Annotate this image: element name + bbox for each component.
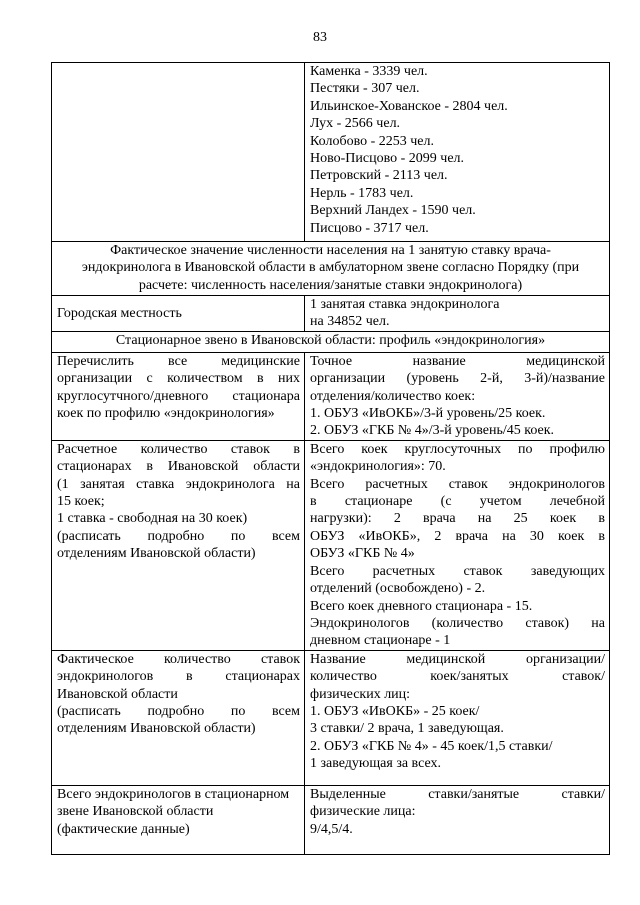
table-row: Стационарное звено в Ивановской области:… [51,330,610,353]
text-line: Выделенные ставки/занятые ставки/ [310,786,605,802]
text-line: круглосутчного/дневного стационара [57,388,300,404]
left-cell: Всего эндокринологов в стационарном звене… [51,784,305,855]
text-line: Всего расчетных ставок эндокринологов [310,476,605,492]
text-line: 15 коек; [57,494,105,510]
left-cell: Перечислить все медицинские организации с… [51,351,305,441]
table-row: Перечислить все медицинские организации с… [51,351,610,441]
text-line: «эндокринология»: 70. [310,459,446,475]
left-cell: Городская местность [51,295,305,332]
text-line: Всего коек круглосуточных по профилю [310,441,605,457]
text-line: 1. ОБУЗ «ИвОКБ» - 25 коек/ [310,704,480,720]
page-number: 83 [313,30,327,45]
left-cell: Фактическое количество ставок эндокриноло… [51,649,305,786]
table-row: Каменка - 3339 чел. Пестяки - 307 чел. Иль… [51,62,610,242]
text-line: Всего расчетных ставок заведующих [310,563,605,579]
text-line: коек по профилю «эндокринология» [57,406,275,422]
table-row: Расчетное количество ставок в стационарах… [51,439,610,651]
text-line: Каменка - 3339 чел. [310,64,428,79]
text-line: 1 занятая ставка эндокринолога [310,297,500,312]
text-line: звене Ивановской области [57,804,214,820]
text-line: (1 занятая ставка эндокринолога на [57,476,300,492]
text-line: Фактическое значение численности населен… [110,243,551,258]
text-line: расчете: численность населения/занятые с… [138,277,523,293]
text-line: 9/4,5/4. [310,821,353,837]
text-line: Писцово - 3717 чел. [310,220,429,236]
text-line: Всего коек дневного стационара - 15. [310,598,533,614]
text-line: на 34852 чел. [310,314,390,330]
text-line: 2. ОБУЗ «ГКБ № 4»/3-й уровень/45 коек. [310,423,555,439]
text-line: (фактические данные) [57,821,190,837]
text-line: Пестяки - 307 чел. [310,81,420,97]
text-line: Ильинское-Хованское - 2804 чел. [310,98,508,114]
text-line: 3 ставки/ 2 врача, 1 заведующая. [310,721,504,737]
table-row: Всего эндокринологов в стационарном звене… [51,784,610,855]
table-row: Фактическое количество ставок эндокриноло… [51,649,610,786]
text-line: (расписать подробно по всем [57,528,300,544]
text-line: организации с количеством в них [57,371,300,387]
text-line: Перечислить все медицинские [57,353,300,369]
text-line: отделений (освобождено) - 2. [310,581,486,597]
text-line: 1 заведующая за всех. [310,756,442,772]
text-line: Петровский - 2113 чел. [310,168,448,184]
text-line: Лух - 2566 чел. [310,116,401,132]
right-cell: Всего коек круглосуточных по профилю «энд… [304,439,610,651]
text-line: Стационарное звено в Ивановской области:… [115,332,546,348]
text-line: Название медицинской организации/ [310,651,605,667]
text-line: в стационаре (с учетом лечебной [310,494,605,510]
text-line: дневном стационаре - 1 [310,633,451,649]
text-line: эндокринолога в Ивановской области в амб… [81,260,580,276]
left-cell [51,62,305,242]
text-line: отделениям Ивановской области) [57,546,256,562]
text-line: Городская местность [57,305,182,321]
text-line: отделения/количество коек: [310,388,476,404]
text-line: эндокринологов в стационарах [57,669,300,685]
right-cell: 1 занятая ставка эндокринолога на 34852 ч… [304,295,610,332]
document-table: Каменка - 3339 чел. Пестяки - 307 чел. Иль… [51,62,610,855]
text-line: Всего эндокринологов в стационарном [57,786,290,802]
text-line: физических лиц: [310,686,411,702]
right-cell: Выделенные ставки/занятые ставки/физичес… [304,784,610,855]
text-line: Точное название медицинской [310,353,605,369]
text-line: отделениям Ивановской области) [57,721,256,737]
text-line: 1. ОБУЗ «ИвОКБ»/3-й уровень/25 коек. [310,406,546,422]
text-line: Эндокринологов (количество ставок) на [310,615,605,631]
right-cell: Каменка - 3339 чел. Пестяки - 307 чел. Иль… [304,62,610,242]
text-line: Колобово - 2253 чел. [310,133,434,149]
text-line: ОБУЗ «ГКБ № 4» [310,546,415,562]
text-line: 2. ОБУЗ «ГКБ № 4» - 45 коек/1,5 ставки/ [310,738,553,754]
text-line: стационарах в Ивановской области [57,459,300,475]
text-line: организации (уровень 2-й, 3-й)/название [310,371,605,387]
section-header-cell: Фактическое значение численности населен… [51,241,610,296]
table-row: Фактическое значение численности населен… [51,241,610,296]
text-line: нагрузки): 2 врача на 25 коек в [310,511,605,527]
right-cell: Точное название медицинской организации (… [304,351,610,441]
text-line: 1 ставка - свободная на 30 коек) [57,511,248,527]
text-line: ОБУЗ «ИвОКБ», 2 врача на 30 коек в [310,528,605,544]
text-line: Нерль - 1783 чел. [310,185,414,201]
text-line: Ивановской области [57,686,178,702]
left-cell: Расчетное количество ставок в стационарах… [51,439,305,651]
section-header-cell: Стационарное звено в Ивановской области:… [51,330,610,353]
text-line: количество коек/занятых ставок/ [310,669,605,685]
text-line: Верхний Ландех - 1590 чел. [310,203,476,219]
text-line: (расписать подробно по всем [57,704,300,720]
text-line: Расчетное количество ставок в [57,441,300,457]
text-line: Ново-Писцово - 2099 чел. [310,151,465,167]
text-line: физические лица: [310,804,416,820]
text-line: Фактическое количество ставок [57,651,300,667]
table-row: Городская местность 1 занятая ставка эндо… [51,295,610,332]
right-cell: Название медицинской организации/количес… [304,649,610,786]
